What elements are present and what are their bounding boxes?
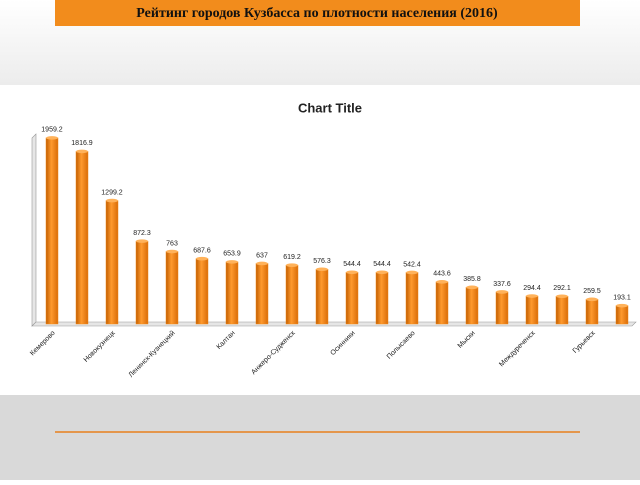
value-label: 385.8 <box>463 276 481 283</box>
bar-top <box>436 280 448 284</box>
bar-top <box>286 263 298 267</box>
value-label: 292.1 <box>553 285 571 292</box>
value-label: 637 <box>256 252 268 259</box>
floor <box>31 321 637 327</box>
value-label: 544.4 <box>373 261 391 268</box>
chart-title: Chart Title <box>298 100 362 115</box>
bar-top <box>106 198 118 203</box>
value-label: 443.6 <box>433 271 451 278</box>
bar-top <box>586 297 598 302</box>
value-label: 193.1 <box>613 294 631 301</box>
bar <box>615 305 629 325</box>
value-label: 337.6 <box>493 281 511 288</box>
value-label: 544.4 <box>343 261 361 268</box>
bar-top <box>526 294 538 298</box>
bar <box>135 240 149 325</box>
bar <box>585 299 599 325</box>
bar-top <box>136 239 148 243</box>
bottom-band <box>0 395 640 480</box>
bar-top <box>316 267 328 272</box>
value-label: 259.5 <box>583 288 601 295</box>
bar <box>345 272 359 325</box>
bar-top <box>556 294 568 299</box>
bar-top <box>226 260 238 264</box>
bar-top <box>346 270 358 275</box>
bar <box>525 295 539 325</box>
value-label: 542.4 <box>403 261 421 268</box>
bar <box>225 261 239 325</box>
bar-top <box>496 290 508 294</box>
bar-top <box>166 249 178 254</box>
bar-top <box>46 136 58 140</box>
value-label: 687.6 <box>193 248 211 255</box>
value-label: 1959.2 <box>41 127 63 134</box>
bar-top <box>256 261 268 266</box>
back-wall <box>31 133 37 327</box>
bar-top <box>616 303 628 308</box>
value-label: 576.3 <box>313 258 331 265</box>
bar <box>285 264 299 325</box>
bar <box>465 287 479 325</box>
value-label: 1816.9 <box>71 140 93 147</box>
bar-top <box>76 149 88 154</box>
bar <box>255 263 269 325</box>
bar <box>195 258 209 325</box>
value-label: 763 <box>166 240 178 247</box>
value-label: 1299.2 <box>101 189 123 196</box>
bar <box>495 291 509 325</box>
bar <box>375 272 389 325</box>
value-label: 294.4 <box>523 285 541 292</box>
bar-top <box>196 256 208 261</box>
value-label: 872.3 <box>133 230 151 237</box>
value-label: 619.2 <box>283 254 301 261</box>
bar <box>165 251 179 325</box>
bar <box>45 137 59 325</box>
bar <box>405 272 419 325</box>
bar-top <box>406 270 418 275</box>
bar <box>435 281 449 325</box>
bar <box>315 269 329 325</box>
page-title: Рейтинг городов Кузбасса по плотности на… <box>136 6 498 21</box>
bar <box>105 200 119 325</box>
bar-top <box>466 285 478 290</box>
banner <box>55 0 580 26</box>
bar <box>75 151 89 325</box>
value-label: 653.9 <box>223 251 241 258</box>
bar-top <box>376 270 388 275</box>
bar <box>555 296 569 325</box>
